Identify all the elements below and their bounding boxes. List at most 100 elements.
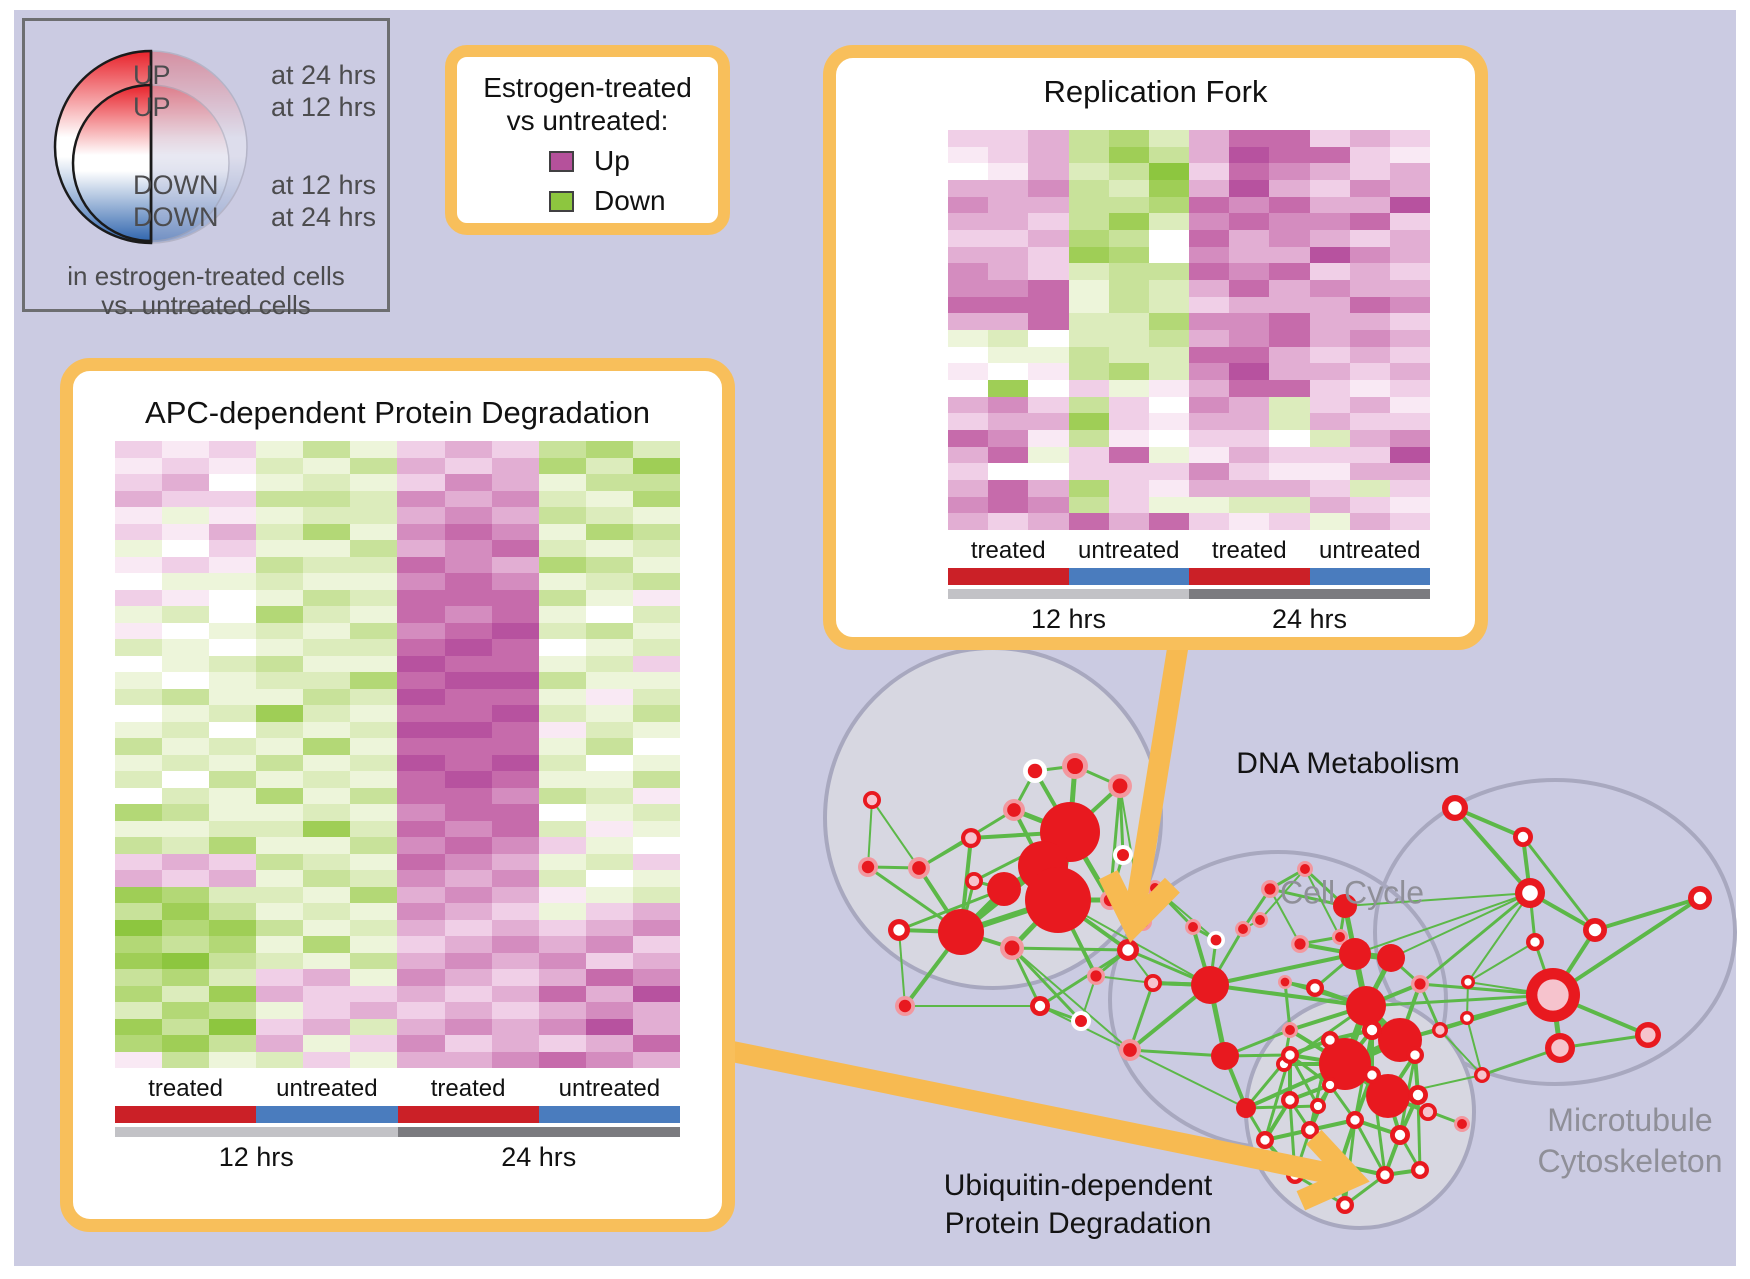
heatmap-cell bbox=[988, 346, 1029, 364]
heatmap-cell bbox=[209, 919, 257, 936]
gene-node-core bbox=[1380, 1170, 1390, 1180]
heatmap-row bbox=[948, 380, 1431, 397]
heatmap-cell bbox=[397, 606, 445, 623]
heatmap-cell bbox=[115, 457, 163, 474]
heatmap-cell bbox=[1108, 513, 1149, 531]
heatmap-cell bbox=[350, 969, 398, 986]
heatmap-cell bbox=[1349, 263, 1390, 281]
heatmap-cell bbox=[350, 721, 398, 738]
gene-node-core bbox=[898, 999, 912, 1013]
heatmap-cell bbox=[632, 1002, 680, 1019]
heatmap-cell bbox=[350, 556, 398, 573]
network-edge bbox=[1466, 1017, 1483, 1076]
heatmap-cell bbox=[948, 280, 989, 297]
heatmap-cell bbox=[948, 246, 989, 264]
gene-node-core bbox=[1340, 1200, 1350, 1210]
heatmap-cell bbox=[1028, 430, 1069, 447]
heatmap-cell bbox=[491, 606, 539, 623]
heatmap-cell bbox=[1148, 230, 1190, 247]
heatmap-cell bbox=[1229, 280, 1270, 297]
gene-node-core bbox=[1537, 979, 1569, 1011]
heatmap-cell bbox=[350, 837, 398, 854]
heatmap-cell bbox=[491, 804, 539, 821]
heatmap-cell bbox=[491, 886, 539, 903]
heatmap-cell bbox=[585, 490, 633, 507]
heatmap-cell bbox=[1068, 246, 1109, 264]
network-edge bbox=[1467, 892, 1531, 983]
heatmap-row bbox=[115, 969, 680, 986]
heatmap-cell bbox=[350, 1035, 398, 1052]
heatmap-cell bbox=[397, 919, 445, 936]
heatmap-cell bbox=[303, 936, 351, 953]
heatmap-cell bbox=[1389, 313, 1431, 331]
gene-node-core bbox=[1255, 915, 1265, 925]
heatmap-row bbox=[948, 313, 1431, 331]
heatmap-cell bbox=[350, 672, 398, 689]
heatmap-cell bbox=[1229, 196, 1270, 214]
heatmap-cell bbox=[303, 1035, 351, 1052]
heatmap-cell bbox=[256, 853, 304, 870]
heatmap-cell bbox=[632, 672, 680, 689]
heatmap-cell bbox=[1389, 280, 1431, 297]
heatmap-cell bbox=[1309, 496, 1350, 514]
heatmap-cell bbox=[256, 952, 304, 969]
heatmap-cell bbox=[585, 441, 633, 458]
heatmap-cell bbox=[1148, 146, 1190, 164]
heatmap-cell bbox=[491, 573, 539, 590]
heatmap-row bbox=[115, 705, 680, 722]
heatmap-cell bbox=[350, 474, 398, 491]
heatmap-cell bbox=[1148, 480, 1190, 497]
heatmap-cell bbox=[632, 952, 680, 969]
updown-caption-line2: vs. untreated cells bbox=[101, 290, 311, 320]
untreated-bar bbox=[538, 1106, 680, 1123]
down-color-swatch bbox=[549, 190, 574, 212]
heatmap-cell bbox=[256, 573, 304, 590]
heatmap-cell bbox=[585, 787, 633, 804]
heatmap-cell bbox=[1028, 413, 1069, 431]
heatmap-cell bbox=[1349, 446, 1390, 464]
gene-node-core bbox=[1027, 763, 1043, 779]
heatmap-cell bbox=[1229, 213, 1270, 231]
network-edge bbox=[1010, 946, 1083, 1023]
group-label: untreated bbox=[558, 1075, 661, 1102]
heatmap-cell bbox=[1189, 196, 1230, 214]
heatmap-cell bbox=[538, 1035, 586, 1052]
network-edge bbox=[1039, 948, 1129, 1008]
heatmap-cell bbox=[585, 837, 633, 854]
heatmap-cell bbox=[303, 1002, 351, 1019]
heatmap-cell bbox=[1309, 430, 1350, 447]
heatmap-cell bbox=[1269, 330, 1310, 347]
timepoint-labels: 12 hrs 24 hrs bbox=[948, 604, 1430, 635]
gene-node bbox=[1366, 1074, 1410, 1118]
heatmap-cell bbox=[209, 952, 257, 969]
heatmap-cell bbox=[209, 490, 257, 507]
updown-ring-legend: UP at 24 hrs UP at 12 hrs DOWN at 12 hrs… bbox=[22, 18, 390, 320]
heatmap-cell bbox=[1148, 213, 1190, 231]
heatmap-row bbox=[115, 507, 680, 524]
heatmap-cell bbox=[444, 886, 492, 903]
heatmap-cell bbox=[1028, 446, 1069, 464]
heatmap-cell bbox=[1148, 296, 1190, 314]
heatmap-cell bbox=[444, 804, 492, 821]
heatmap-cell bbox=[397, 1002, 445, 1019]
heatmap-cell bbox=[948, 263, 989, 281]
heatmap-cell bbox=[350, 754, 398, 771]
heatmap-cell bbox=[350, 688, 398, 705]
heatmap-cell bbox=[1349, 346, 1390, 364]
heatmap-cell bbox=[162, 837, 210, 854]
heatmap-cell bbox=[350, 1002, 398, 1019]
heatmap-cell bbox=[1148, 263, 1190, 281]
heatmap-cell bbox=[1068, 230, 1109, 247]
heatmap-cell bbox=[444, 870, 492, 887]
heatmap-cell bbox=[1309, 280, 1350, 297]
heatmap-cell bbox=[1189, 296, 1230, 314]
heatmap-cell bbox=[585, 771, 633, 788]
heatmap-cell bbox=[1229, 446, 1270, 464]
heatmap-cell bbox=[1028, 196, 1069, 214]
heatmap-cell bbox=[1389, 196, 1431, 214]
heatmap-cell bbox=[1028, 130, 1069, 147]
heatmap-cell bbox=[162, 589, 210, 606]
heatmap-cell bbox=[303, 573, 351, 590]
heatmap-cell bbox=[444, 573, 492, 590]
group-label: untreated bbox=[276, 1075, 378, 1102]
